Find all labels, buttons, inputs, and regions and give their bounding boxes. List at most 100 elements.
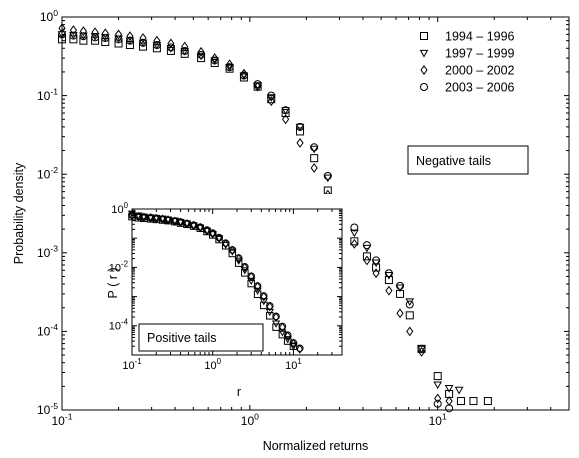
- inset-data-point: [289, 343, 298, 351]
- inset-data-point: [128, 210, 136, 221]
- data-point: [153, 35, 161, 46]
- positive-tails-annotation: Positive tails: [147, 331, 216, 345]
- inset-data-point: [247, 272, 255, 282]
- data-point: [69, 25, 77, 36]
- data-point: [396, 281, 405, 290]
- data-point: [225, 63, 234, 72]
- legend-label: 2000 – 2002: [445, 64, 515, 78]
- data-point: [323, 174, 333, 183]
- inset-data-point: [266, 302, 274, 310]
- x-tick-label: 100: [241, 412, 259, 428]
- inset-data-point: [235, 253, 243, 264]
- data-point: [469, 397, 478, 406]
- inset-data-point: [189, 221, 198, 229]
- data-point: [79, 32, 88, 41]
- data-point: [58, 30, 66, 39]
- legend-label: 2003 – 2006: [445, 81, 515, 95]
- data-point: [406, 326, 414, 337]
- inset-data-point: [221, 239, 230, 247]
- x-axis-label: Normalized returns: [263, 439, 369, 453]
- inset-data-point: [215, 233, 223, 243]
- data-point: [456, 397, 465, 406]
- inset-data-point: [189, 222, 198, 230]
- inset-data-point: [296, 344, 304, 354]
- data-point: [210, 57, 220, 65]
- data-point: [281, 109, 290, 118]
- data-point: [101, 38, 110, 47]
- data-point: [197, 54, 206, 63]
- data-point: [196, 52, 206, 61]
- inset-data-point: [196, 223, 204, 231]
- data-point: [166, 43, 175, 52]
- x-tick-label: 101: [429, 412, 447, 428]
- data-point: [69, 31, 78, 40]
- inset-data-point: [158, 215, 167, 223]
- inset-data-point: [290, 338, 297, 349]
- inset-data-point: [272, 312, 280, 321]
- inset-data-point: [228, 249, 237, 258]
- data-point: [323, 171, 332, 180]
- data-point: [295, 123, 305, 132]
- data-point: [267, 95, 276, 104]
- inset-data-point: [296, 344, 304, 353]
- negative-tails-annotation: Negative tails: [416, 154, 491, 168]
- inset-data-point: [253, 287, 262, 295]
- data-point: [395, 284, 405, 293]
- inset-data-point: [222, 238, 230, 249]
- inset-data-point: [134, 212, 143, 221]
- data-point: [58, 23, 66, 34]
- data-point: [281, 106, 290, 115]
- data-point: [114, 29, 123, 40]
- data-point: [139, 42, 148, 51]
- legend: 1994 – 1996 1997 – 1999 2000 – 2002 2003 – …: [419, 30, 515, 95]
- inset-data-point: [247, 277, 256, 285]
- data-point: [445, 404, 454, 413]
- inset-data-point: [241, 263, 249, 271]
- data-point: [310, 154, 319, 163]
- data-point: [69, 35, 78, 44]
- inset-data-point: [260, 291, 268, 302]
- inset-x-axis-label: r: [237, 385, 241, 399]
- data-point: [433, 399, 442, 408]
- data-point: [125, 36, 134, 45]
- inset-data-point: [152, 213, 160, 224]
- data-point: [211, 53, 219, 64]
- inset-data-point: [135, 211, 142, 222]
- inset-data-point: [171, 217, 179, 225]
- inset-data-point: [289, 339, 298, 347]
- data-point: [239, 73, 248, 82]
- data-point: [79, 26, 87, 37]
- inset-data-point: [203, 226, 211, 236]
- data-point: [91, 33, 100, 42]
- data-point: [254, 81, 262, 92]
- data-point: [417, 344, 426, 353]
- data-point: [296, 122, 305, 131]
- inset-data-point: [234, 259, 243, 267]
- data-point: [210, 56, 219, 65]
- data-point: [225, 59, 234, 70]
- inset-data-point: [177, 217, 184, 228]
- data-point: [166, 45, 176, 53]
- data-point: [126, 31, 134, 42]
- data-point: [180, 47, 190, 56]
- data-point: [210, 58, 219, 67]
- data-point: [267, 96, 275, 107]
- y-tick-label: 10-4: [37, 322, 58, 338]
- data-point: [197, 46, 205, 57]
- data-point: [349, 229, 359, 238]
- inset-data-point: [278, 322, 287, 331]
- data-point: [180, 46, 189, 55]
- data-point: [101, 28, 109, 39]
- data-point: [372, 256, 381, 265]
- data-point: [434, 393, 442, 404]
- data-point: [405, 300, 414, 309]
- data-point: [310, 163, 318, 173]
- legend-marker: [420, 32, 428, 40]
- data-point: [350, 238, 358, 249]
- inset-data-point: [176, 219, 185, 227]
- x-tick-label: 10-1: [51, 412, 72, 428]
- data-point: [114, 35, 123, 44]
- legend-marker: [420, 83, 428, 91]
